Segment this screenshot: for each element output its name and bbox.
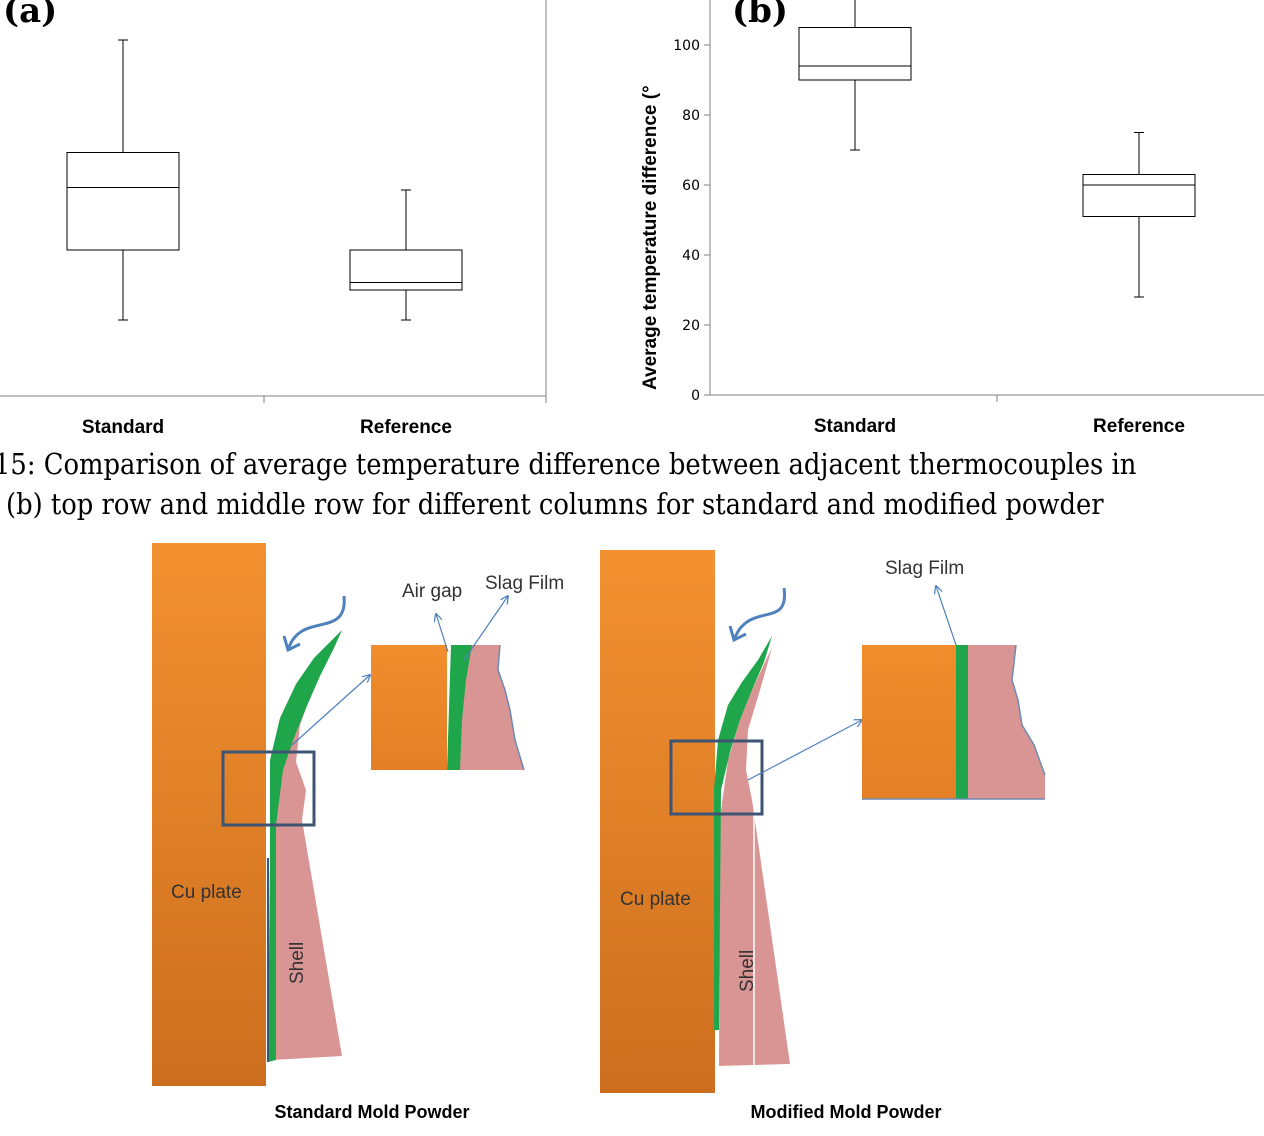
y-tick-label-20-b: 20	[682, 318, 700, 334]
air-gap-arrow	[436, 614, 449, 653]
box-reference-a	[349, 249, 463, 291]
box-standard-a	[66, 152, 180, 251]
y-tick-label-80-b: 80	[682, 108, 700, 124]
panel-label-a: (a)	[3, 0, 57, 31]
shell-label-standard: Shell	[287, 942, 308, 984]
slag-film-label-standard: Slag Film	[485, 573, 564, 594]
inset-slag-standard	[447, 645, 472, 770]
slag-film-arrow-standard	[463, 596, 508, 661]
category-label-standard-a: Standard	[82, 417, 164, 438]
slag-film-label-modified: Slag Film	[885, 558, 964, 579]
inset-shell-edge-standard	[497, 644, 525, 771]
y-tick-label-0-b: 0	[691, 388, 700, 404]
figure-caption-line-1: 15: Comparison of average temperature di…	[0, 447, 1137, 481]
cu-plate-standard	[152, 543, 266, 1086]
pour-arrow-modified	[732, 587, 787, 641]
zoom-pointer-standard	[291, 675, 370, 746]
shell-label-modified: Shell	[737, 950, 758, 992]
box-reference-b	[1082, 174, 1196, 217]
inset-standard	[371, 644, 525, 771]
cu-plate-label-modified: Cu plate	[620, 889, 691, 910]
inset-shell-modified	[966, 645, 1045, 799]
category-label-reference-b: Reference	[1093, 416, 1185, 437]
panel-label-b: (b)	[732, 0, 788, 31]
pour-arrow-head-standard	[282, 635, 301, 653]
category-label-standard-b: Standard	[814, 416, 896, 437]
y-tick-label-100-b: 100	[673, 38, 700, 54]
inset-shell-standard	[458, 645, 524, 770]
standard-mold-diagram: Air gap Slag Film Cu plate Shell Standar…	[152, 543, 564, 1122]
inset-slag-modified	[956, 645, 968, 799]
mold-schematic-figure: Air gap Slag Film Cu plate Shell Standar…	[152, 543, 1046, 1122]
box-plot-a: (a) Standard Reference	[0, 0, 547, 438]
slag-film-arrow-modified	[936, 586, 957, 646]
slag-film-modified	[714, 636, 772, 1030]
zoom-frame-modified	[669, 739, 764, 816]
slag-film-standard	[268, 630, 342, 1062]
box-plot-b: (b) Average temperature difference (° St…	[640, 0, 1264, 437]
y-axis-label-b: Average temperature difference (°	[640, 85, 661, 390]
box-plot-figure: (a) Standard Reference (b) Average tempe…	[0, 0, 1264, 438]
modified-mold-diagram: Slag Film Cu plate Shell Modified Mold P…	[600, 550, 1046, 1122]
zoom-frame-standard	[221, 750, 316, 827]
pour-arrow-standard	[286, 595, 346, 651]
air-gap-label: Air gap	[402, 581, 462, 602]
figure-caption-line-2: (b) top row and middle row for different…	[6, 487, 1104, 521]
y-tick-label-40-b: 40	[682, 248, 700, 264]
inset-plate-standard	[371, 645, 447, 770]
y-tick-label-60-b: 60	[682, 178, 700, 194]
cu-plate-label-standard: Cu plate	[171, 882, 242, 903]
pour-arrow-head-modified	[728, 625, 747, 643]
title-standard-mold-powder: Standard Mold Powder	[274, 1102, 469, 1122]
title-modified-mold-powder: Modified Mold Powder	[751, 1102, 942, 1122]
inset-modified	[862, 644, 1046, 800]
cu-plate-modified	[600, 550, 715, 1093]
box-standard-b	[798, 27, 912, 81]
inset-plate-modified	[862, 645, 958, 799]
zoom-pointer-modified	[747, 720, 862, 781]
category-label-reference-a: Reference	[360, 417, 452, 438]
inset-shell-edge-modified	[1011, 644, 1046, 776]
